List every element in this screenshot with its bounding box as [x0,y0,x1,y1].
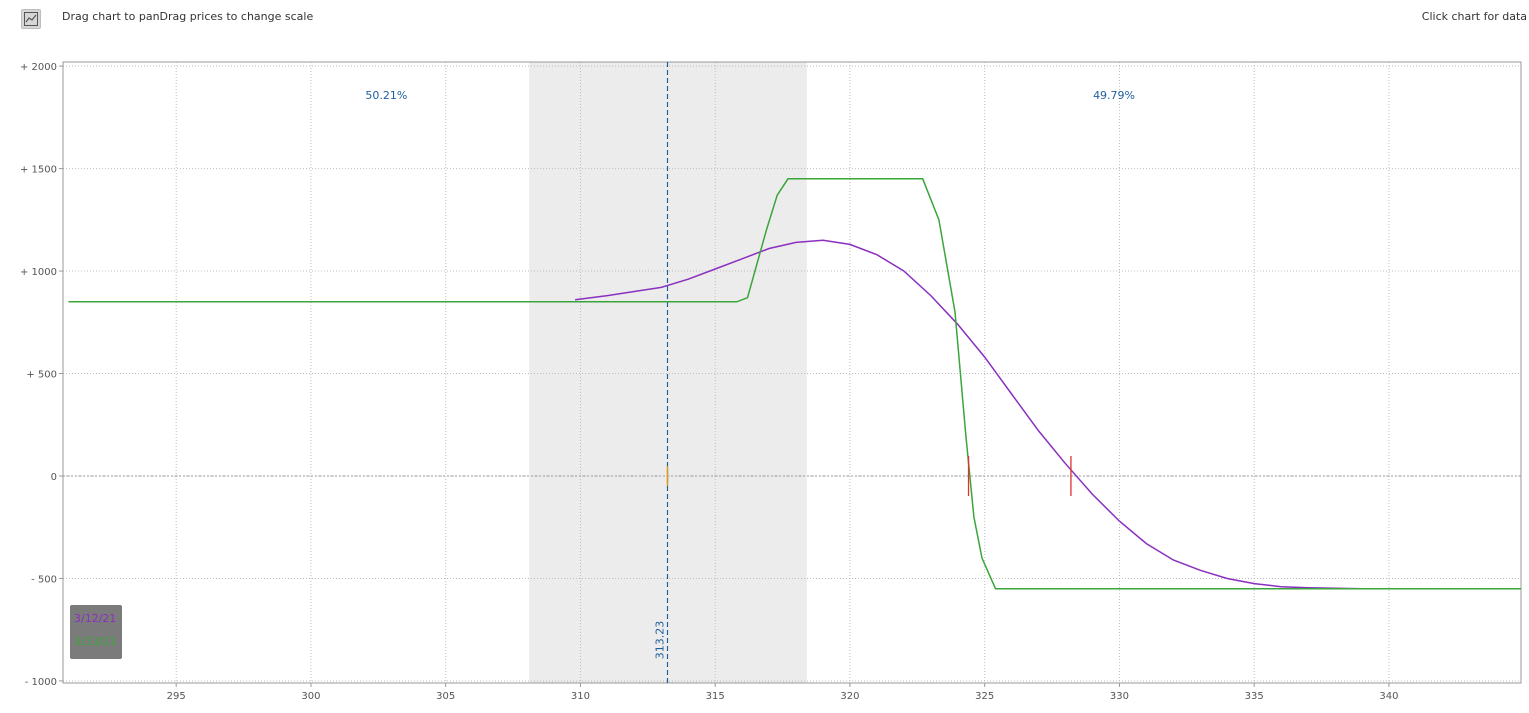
legend-entry-2: 3/13/21 [74,635,117,648]
x-tick-label: 310 [571,691,590,702]
series-line-2 [68,178,1521,590]
legend-entry-1: 3/12/21 [74,612,117,625]
data-hint-text: Click chart for data [1421,10,1527,23]
x-tick-label: 335 [1245,691,1264,702]
y-tick-label: 0 [51,472,57,483]
y-tick-label: + 2000 [20,62,57,73]
series-line-1 [575,239,1389,590]
y-tick-label: + 500 [26,370,57,381]
y-tick-label: - 500 [31,574,57,585]
x-tick-label: 330 [1110,691,1129,702]
y-tick-label: - 1000 [25,677,57,688]
y-axis: + 2000 + 1500 + 1000 + 500 0 - 500 - 1000 [20,62,63,688]
chart-type-button[interactable] [21,9,41,29]
break-even-markers [967,456,1072,496]
shaded-price-range [529,62,807,683]
x-tick-label: 315 [706,691,725,702]
probability-labels: 50.21% 49.79% [365,89,1135,102]
x-tick-label: 305 [436,691,455,702]
x-tick-label: 320 [840,691,859,702]
y-tick-label: + 1000 [20,267,57,278]
line-chart-icon [24,12,38,26]
legend: 3/12/21 3/13/21 [70,605,122,659]
probability-label: 50.21% [365,89,407,102]
x-tick-label: 340 [1379,691,1398,702]
current-price-label: 313.23 [653,621,666,660]
x-tick-label: 295 [167,691,186,702]
x-tick-label: 300 [301,691,320,702]
toolbar: Drag chart to panDrag prices to change s… [0,0,1529,38]
chart-grid [63,62,1521,683]
x-tick-label: 325 [975,691,994,702]
plot-frame [62,61,1522,684]
probability-label: 49.79% [1093,89,1135,102]
x-axis: 295 300 305 310 315 320 325 330 335 340 [167,683,1398,702]
y-tick-label: + 1500 [20,165,57,176]
pan-hint-text: Drag chart to panDrag prices to change s… [62,10,314,23]
series-lines [68,178,1521,590]
